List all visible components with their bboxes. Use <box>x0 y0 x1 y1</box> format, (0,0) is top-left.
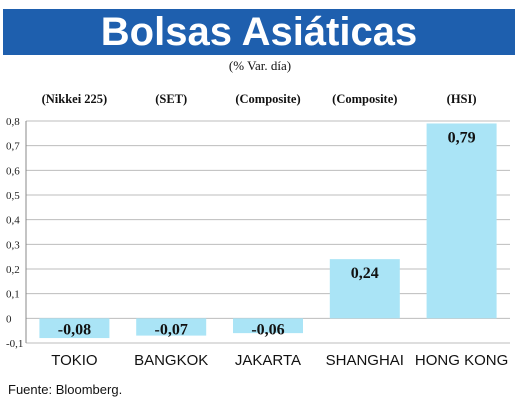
index-label: (Composite) <box>332 92 397 106</box>
y-tick-label: 0,2 <box>6 264 20 276</box>
x-tick-label: SHANGHAI <box>326 352 404 369</box>
y-tick-label: 0,6 <box>6 165 20 177</box>
y-tick-label: 0,3 <box>6 239 20 251</box>
x-tick-label: HONG KONG <box>415 352 508 369</box>
source-note: Fuente: Bloomberg. <box>8 382 123 397</box>
index-label: (HSI) <box>447 92 477 106</box>
bar <box>329 259 400 319</box>
index-label: (SET) <box>155 92 187 106</box>
y-tick-label: 0,4 <box>6 215 20 227</box>
bar <box>136 318 207 336</box>
bar <box>39 318 110 339</box>
data-label: -0,08 <box>58 321 91 338</box>
data-label: 0,79 <box>448 129 476 146</box>
y-tick-label: 0 <box>6 313 12 325</box>
bar <box>426 123 497 319</box>
index-label: (Nikkei 225) <box>42 92 108 106</box>
y-tick-label: -0,1 <box>6 338 23 350</box>
index-label: (Composite) <box>235 92 300 106</box>
data-label: -0,06 <box>251 321 284 338</box>
chart-title: Bolsas Asiáticas <box>3 9 515 55</box>
data-label: 0,24 <box>351 265 379 282</box>
chart-subtitle: (% Var. día) <box>228 58 292 73</box>
x-tick-label: JAKARTA <box>235 352 301 369</box>
data-label: -0,07 <box>155 321 188 338</box>
y-tick-label: 0,5 <box>6 190 20 202</box>
y-tick-label: 0,8 <box>6 116 20 128</box>
y-tick-label: 0,7 <box>6 141 20 153</box>
x-tick-label: TOKIO <box>51 352 97 369</box>
x-tick-label: BANGKOK <box>134 352 208 369</box>
y-tick-label: 0,1 <box>6 289 20 301</box>
bar <box>233 318 303 334</box>
